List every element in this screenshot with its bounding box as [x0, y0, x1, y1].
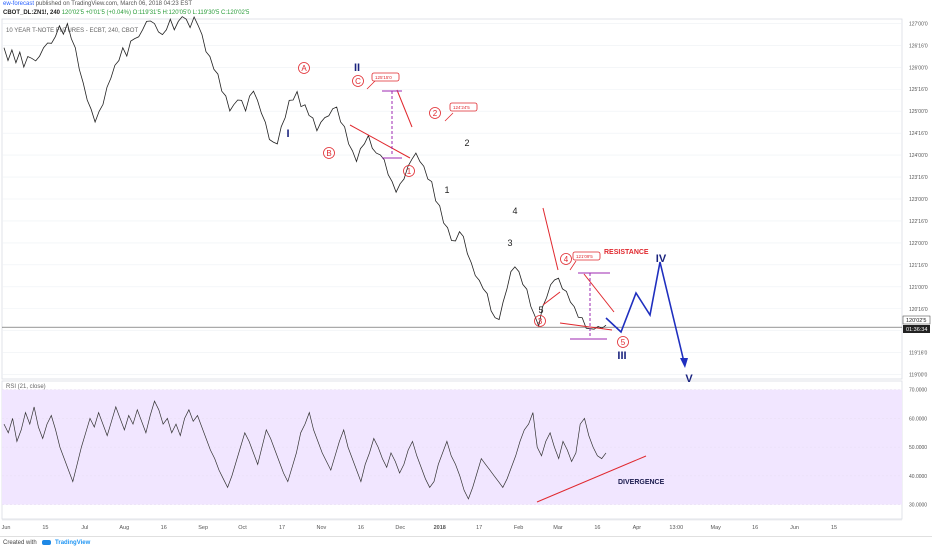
wave-label-IV: IV: [656, 253, 667, 265]
publish-info: ew-forecast published on TradingView.com…: [3, 1, 192, 7]
x-tick-label: Aug: [119, 525, 129, 531]
y-tick-label: 121'00'0: [909, 285, 928, 291]
wave-label-A: A: [301, 64, 307, 73]
divergence-label: DIVERGENCE: [618, 479, 665, 486]
x-tick-label: 17: [279, 525, 285, 531]
y-tick-label: 127'00'0: [909, 21, 928, 27]
x-tick-label: 16: [752, 525, 758, 531]
y-tick-label: 123'16'0: [909, 175, 928, 181]
wave-label-n3: 3: [507, 238, 512, 248]
tradingview-logo-icon: [42, 540, 52, 545]
rsi-tick-label: 70.0000: [909, 388, 927, 394]
grid-main: [2, 23, 902, 375]
x-tick-label: Oct: [238, 525, 247, 531]
wave-label-n4: 4: [512, 206, 517, 216]
y-tick-label: 126'00'0: [909, 65, 928, 71]
x-tick-label: 16: [594, 525, 600, 531]
price-line: [3, 15, 607, 330]
x-tick-label: 15: [831, 525, 837, 531]
x-tick-label: Feb: [514, 525, 523, 531]
x-tick-label: 16: [161, 525, 167, 531]
projection-arrow: [680, 358, 688, 368]
price-series: [3, 15, 607, 330]
rsi-tick-label: 50.0000: [909, 445, 927, 451]
wave-label-c1: 1: [407, 167, 412, 176]
chart-canvas[interactable]: 10 YEAR T-NOTE FUTURES - ECBT, 240, CBOT…: [0, 0, 932, 536]
wave-label-c5: 5: [621, 338, 626, 347]
y-tick-label: 123'00'0: [909, 197, 928, 203]
symbol-label: CBOT_DL:ZN1!, 240: [3, 10, 61, 16]
wave-label-C: C: [355, 77, 361, 86]
x-tick-label: Apr: [633, 525, 642, 531]
wave-label-c4: 4: [564, 255, 569, 264]
publish-text: published on TradingView.com, March 06, …: [35, 1, 193, 7]
price-tag-t1: 125'15'0: [375, 75, 392, 80]
y-tick-label: 124'00'0: [909, 153, 928, 159]
y-tick-label: 126'16'0: [909, 43, 928, 49]
price-tag-t3: 121'09'5: [576, 254, 593, 259]
x-tick-label: Mar: [553, 525, 563, 531]
footer-brand[interactable]: TradingView: [55, 540, 91, 547]
wave-label-n2: 2: [464, 138, 469, 148]
rsi-title: RSI (21, close): [6, 384, 46, 390]
y-tick-label: 121'16'0: [909, 263, 928, 269]
ohlc-values: 120'02'5 +0'01'5 (+0.04%) O:119'31'5 H:1…: [61, 10, 250, 16]
x-tick-label: Nov: [317, 525, 327, 531]
y-tick-label: 120'16'0: [909, 307, 928, 313]
main-title: 10 YEAR T-NOTE FUTURES - ECBT, 240, CBOT: [6, 28, 138, 34]
x-tick-label: 13:00: [669, 525, 683, 531]
last-price-tag-bg: [902, 315, 931, 325]
rsi-line: [3, 400, 607, 500]
rsi-series: [3, 400, 607, 500]
wave-circles: [298, 62, 629, 348]
x-tick-label: May: [711, 525, 722, 531]
y-tick-label: 119'00'0: [909, 373, 927, 379]
x-tick-label: Jun: [790, 525, 799, 531]
y-tick-label: 124'16'0: [909, 131, 928, 137]
last-price-tag: 120'02'5: [906, 318, 926, 324]
x-tick-label: Jul: [81, 525, 88, 531]
wave-label-V: V: [685, 373, 693, 385]
wave-label-c3: 3: [538, 317, 543, 326]
rsi-tick-label: 30.0000: [909, 503, 927, 509]
footer: Created with TradingView: [0, 536, 932, 551]
y-tick-label: 122'00'0: [909, 241, 928, 247]
x-tick-label: Jun: [2, 525, 11, 531]
author-link[interactable]: ew-forecast: [3, 1, 35, 7]
wave-label-B: B: [326, 149, 331, 158]
y-tick-label: 125'16'0: [909, 87, 928, 93]
purple-brackets: [382, 90, 610, 340]
wave-label-I: I: [286, 128, 289, 140]
projection-path: [605, 261, 685, 363]
rsi-tick-label: 60.0000: [909, 416, 927, 422]
price-tag-callouts: [366, 72, 601, 271]
x-tick-label: Sep: [198, 525, 208, 531]
y-tick-label: 122'16'0: [909, 219, 928, 225]
wave-label-II: II: [354, 62, 360, 74]
grid-rsi: [2, 389, 902, 505]
y-tick-label: 125'00'0: [909, 109, 928, 115]
y-axis-rsi: 30.0000 40.0000 50.0000 60.0000 70.0000: [909, 388, 927, 509]
countdown-tag: 01:36:34: [906, 327, 927, 333]
x-tick-label: Dec: [395, 525, 405, 531]
footer-created-text: Created with: [3, 540, 37, 547]
wave-label-n5: 5: [538, 305, 543, 315]
y-tick-label: 119'16'0: [909, 351, 927, 357]
symbol-info: CBOT_DL:ZN1!, 240 120'02'5 +0'01'5 (+0.0…: [3, 10, 249, 16]
rsi-tick-label: 40.0000: [909, 474, 927, 480]
wave-label-n1: 1: [444, 185, 449, 195]
x-tick-label: 16: [358, 525, 364, 531]
wave-label-III: III: [617, 350, 626, 362]
price-tag-t2: 124'24'5: [453, 105, 470, 110]
trendlines: [349, 89, 647, 503]
x-tick-label: 2018: [434, 525, 446, 531]
resistance-label: RESISTANCE: [604, 249, 649, 256]
countdown-tag-bg: [903, 325, 930, 333]
x-tick-label: 15: [42, 525, 48, 531]
x-axis: Jun 15 Jul Aug 16 Sep Oct 17 Nov 16 Dec 2018 17 Feb Ma…: [2, 519, 902, 531]
x-tick-label: 17: [476, 525, 482, 531]
wave-label-c2: 2: [433, 109, 438, 118]
